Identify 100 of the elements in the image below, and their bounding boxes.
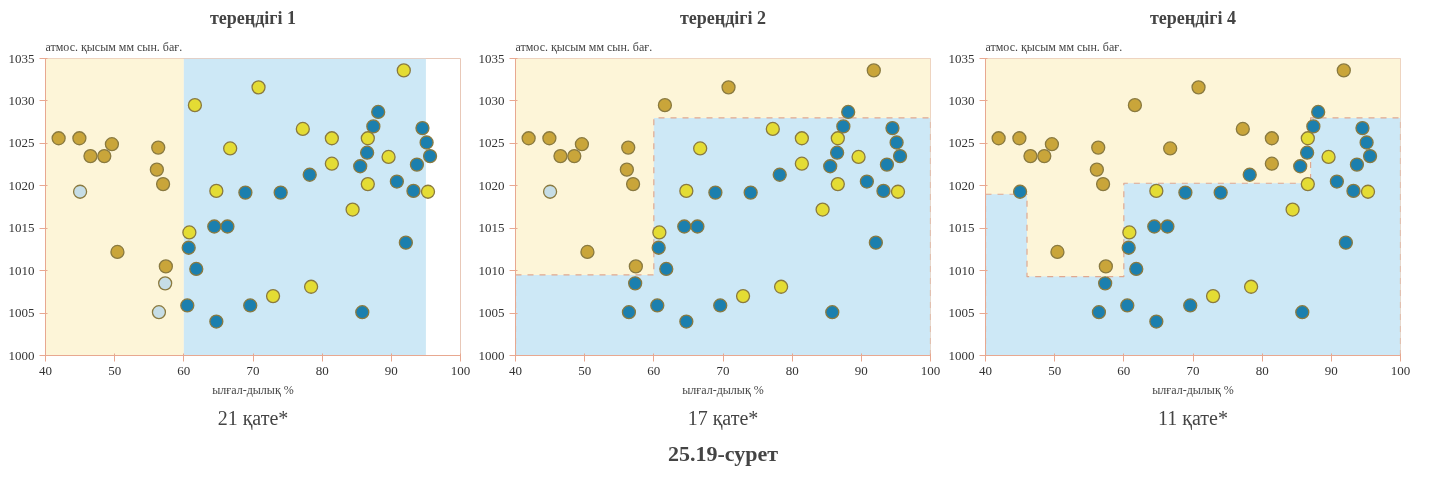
x-tick-label: 90 — [384, 362, 398, 378]
y-tick-label: 1015 — [8, 220, 35, 236]
point — [189, 261, 204, 277]
point — [180, 298, 195, 313]
y-tick-label: 1020 — [948, 177, 975, 193]
x-tick-label: 100 — [920, 362, 941, 378]
point — [580, 244, 595, 260]
point — [830, 176, 845, 192]
point — [690, 219, 705, 234]
x-tick-label: 90 — [1324, 362, 1338, 378]
x-tick-label: 80 — [785, 362, 799, 378]
point — [415, 120, 430, 136]
point — [110, 244, 125, 260]
y-tick-label: 1035 — [478, 50, 505, 66]
point — [841, 104, 856, 120]
point — [51, 131, 66, 146]
point — [151, 305, 167, 320]
point — [345, 202, 360, 217]
text: 21 қате* — [217, 406, 289, 430]
point — [359, 145, 375, 160]
point — [1191, 80, 1206, 95]
point — [72, 184, 88, 199]
y-tick-label: 1000 — [948, 347, 975, 363]
point — [876, 183, 891, 199]
point — [181, 240, 196, 255]
point — [713, 298, 728, 313]
point — [542, 131, 557, 146]
x-tick-label: 70 — [716, 362, 730, 378]
y-tick-label: 1030 — [948, 92, 975, 108]
point — [396, 63, 411, 78]
y-tick-label: 1005 — [948, 305, 975, 321]
point — [355, 305, 370, 320]
point — [324, 156, 339, 171]
point — [273, 185, 288, 200]
point — [651, 240, 666, 255]
point — [158, 276, 173, 291]
text: 11 қате* — [1158, 406, 1228, 430]
y-tick-label: 1030 — [478, 92, 505, 108]
point — [303, 279, 319, 294]
point — [251, 80, 266, 95]
point — [659, 261, 674, 277]
point — [868, 235, 884, 250]
point — [302, 167, 317, 182]
point — [155, 176, 171, 192]
point — [851, 149, 866, 165]
point — [409, 157, 425, 172]
point — [815, 202, 830, 217]
point — [823, 159, 838, 174]
x-tick-label: 60 — [1117, 362, 1131, 378]
point — [209, 314, 224, 329]
y-tick-label: 1020 — [478, 177, 505, 193]
x-tick-label: 50 — [108, 362, 122, 378]
y-tick-label: 1030 — [8, 92, 35, 108]
point — [187, 98, 203, 113]
y-axis-title: атмос. қысым мм сын. бағ. — [45, 39, 183, 54]
point — [567, 148, 582, 164]
y-axis-title: атмос. қысым мм сын. бағ. — [515, 39, 653, 54]
point — [521, 131, 536, 146]
x-tick-label: 70 — [246, 362, 260, 378]
point — [389, 174, 405, 189]
x-tick-label: 100 — [1390, 362, 1411, 378]
point — [182, 225, 197, 240]
point — [353, 159, 368, 174]
point — [420, 184, 436, 199]
point — [238, 185, 253, 200]
y-tick-label: 1025 — [948, 135, 975, 151]
point — [721, 80, 736, 95]
x-axis-title: ылғал-дылық % — [682, 382, 764, 397]
y-tick-label: 1010 — [478, 262, 505, 278]
y-tick-label: 1015 — [948, 220, 975, 236]
point — [371, 104, 386, 120]
point — [890, 184, 906, 199]
y-tick-label: 1020 — [8, 177, 35, 193]
point — [1311, 104, 1326, 120]
point — [773, 279, 789, 294]
point — [679, 314, 694, 329]
point — [677, 219, 692, 234]
y-axis-title: атмос. қысым мм сын. бағ. — [985, 39, 1123, 54]
chart-title: тереңдігі 2 — [680, 7, 766, 28]
point — [621, 305, 637, 320]
point — [243, 298, 258, 313]
point — [892, 148, 908, 164]
chart-title: тереңдігі 1 — [210, 7, 296, 28]
x-tick-label: 40 — [39, 362, 52, 378]
point — [619, 162, 635, 177]
point — [879, 157, 895, 172]
point — [366, 119, 381, 134]
point — [794, 156, 809, 171]
x-tick-label: 90 — [854, 362, 868, 378]
x-tick-label: 80 — [315, 362, 329, 378]
y-tick-label: 1015 — [478, 220, 505, 236]
point — [859, 174, 875, 189]
point — [97, 148, 112, 164]
point — [360, 131, 375, 146]
point — [708, 185, 723, 200]
point — [574, 137, 590, 152]
x-tick-label: 80 — [1255, 362, 1269, 378]
point — [836, 119, 851, 134]
point — [149, 162, 165, 177]
point — [223, 141, 238, 156]
